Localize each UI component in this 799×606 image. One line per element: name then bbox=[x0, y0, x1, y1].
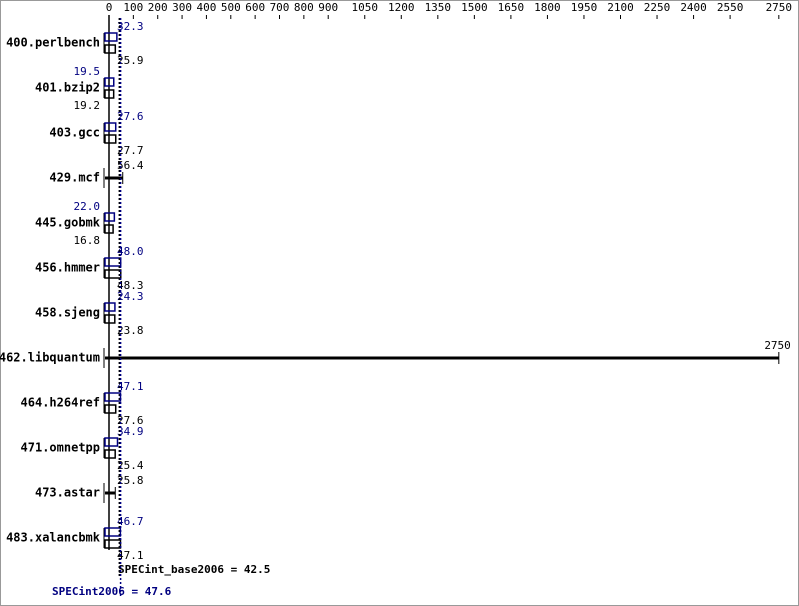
x-tick-label: 200 bbox=[148, 1, 168, 14]
x-tick-label: 300 bbox=[172, 1, 192, 14]
category-label: 445.gobmk bbox=[35, 216, 101, 230]
x-tick-label: 900 bbox=[318, 1, 338, 14]
x-tick-label: 700 bbox=[270, 1, 290, 14]
category-label: 483.xalancbmk bbox=[6, 531, 101, 545]
x-tick-label: 500 bbox=[221, 1, 241, 14]
category-label: 403.gcc bbox=[49, 126, 100, 140]
peak-bar bbox=[104, 437, 119, 447]
peak-bar bbox=[104, 302, 116, 312]
peak-label: 46.7 bbox=[117, 515, 144, 528]
category-label: 456.hmmer bbox=[35, 261, 100, 275]
base-label: 27.6 bbox=[117, 414, 144, 427]
x-tick-label: 400 bbox=[196, 1, 216, 14]
base-label: 25.9 bbox=[117, 54, 144, 67]
peak-label: 27.6 bbox=[117, 110, 144, 123]
base-bar bbox=[104, 449, 116, 459]
x-tick-label: 2750 bbox=[766, 1, 793, 14]
peak-label: 24.3 bbox=[117, 290, 144, 303]
peak-label: 19.5 bbox=[74, 65, 101, 78]
category-label: 429.mcf bbox=[49, 171, 100, 185]
x-tick-label: 2100 bbox=[607, 1, 634, 14]
base-label: 2750 bbox=[764, 339, 791, 352]
base-bar bbox=[104, 89, 115, 99]
base-label: 27.7 bbox=[117, 144, 144, 157]
base-bar bbox=[104, 224, 114, 234]
base-label: 47.1 bbox=[117, 549, 144, 562]
peak-bar bbox=[104, 77, 115, 87]
x-tick-label: 1950 bbox=[571, 1, 598, 14]
base-label: 25.8 bbox=[117, 474, 144, 487]
peak-bar bbox=[104, 392, 122, 402]
x-tick-label: 2250 bbox=[644, 1, 671, 14]
x-tick-label: 800 bbox=[294, 1, 314, 14]
base-bar bbox=[104, 314, 116, 324]
x-tick-label: 100 bbox=[123, 1, 143, 14]
mean-label: SPECint2006 = 47.6 bbox=[52, 585, 172, 598]
mean-label: SPECint_base2006 = 42.5 bbox=[118, 563, 270, 576]
x-tick-label: 600 bbox=[245, 1, 265, 14]
peak-bar bbox=[104, 32, 118, 42]
x-tick-label: 1200 bbox=[388, 1, 415, 14]
base-label: 23.8 bbox=[117, 324, 144, 337]
x-tick-label: 1650 bbox=[498, 1, 525, 14]
base-bar bbox=[104, 404, 117, 414]
peak-label: 22.0 bbox=[74, 200, 101, 213]
x-tick-label: 2550 bbox=[717, 1, 744, 14]
peak-label: 48.0 bbox=[117, 245, 144, 258]
category-label: 473.astar bbox=[35, 486, 100, 500]
peak-bar bbox=[104, 122, 117, 132]
x-tick-label: 1500 bbox=[461, 1, 488, 14]
peak-bar bbox=[104, 212, 116, 222]
category-label: 462.libquantum bbox=[0, 351, 100, 365]
base-label: 56.4 bbox=[117, 159, 144, 172]
category-label: 400.perlbench bbox=[6, 36, 100, 50]
x-tick-label: 1050 bbox=[352, 1, 379, 14]
base-label: 16.8 bbox=[74, 234, 101, 247]
base-label: 25.4 bbox=[117, 459, 144, 472]
peak-label: 47.1 bbox=[117, 380, 144, 393]
base-bar bbox=[104, 44, 117, 54]
x-tick-label: 2400 bbox=[680, 1, 707, 14]
base-bar bbox=[104, 134, 117, 144]
x-tick-label: 1350 bbox=[425, 1, 452, 14]
category-label: 471.omnetpp bbox=[21, 441, 100, 455]
x-tick-label: 0 bbox=[106, 1, 113, 14]
category-label: 464.h264ref bbox=[21, 396, 100, 410]
category-label: 458.sjeng bbox=[35, 306, 100, 320]
base-label: 48.3 bbox=[117, 279, 144, 292]
peak-label: 32.3 bbox=[117, 20, 144, 33]
x-tick-label: 1800 bbox=[534, 1, 561, 14]
category-label: 401.bzip2 bbox=[35, 81, 100, 95]
peak-label: 34.9 bbox=[117, 425, 144, 438]
base-label: 19.2 bbox=[74, 99, 101, 112]
